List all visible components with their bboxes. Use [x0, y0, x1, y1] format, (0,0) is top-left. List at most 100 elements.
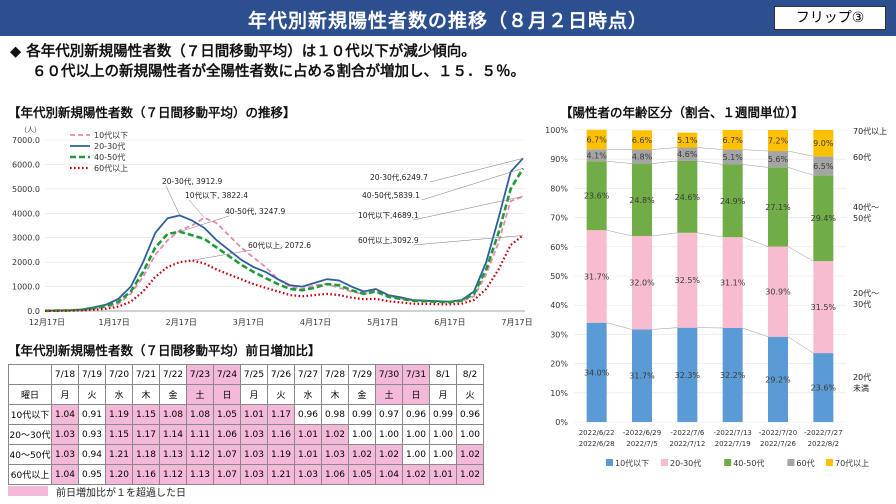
table-row: 曜日月火水木金土日月火水木金土日月火 — [8, 384, 484, 405]
x-tick-label: 4月17日 — [300, 318, 331, 327]
date-header: 7/21 — [132, 364, 160, 385]
ratio-cell: 1.17 — [132, 424, 160, 445]
ratio-cell: 1.20 — [105, 464, 133, 485]
bar-value-label: 30.9% — [765, 288, 791, 297]
side-label: 未満 — [853, 383, 869, 393]
ratio-cell: 1.06 — [321, 464, 349, 485]
bar-segment — [677, 147, 698, 161]
ratio-cell: 1.01 — [294, 444, 322, 465]
annotation-leader — [413, 196, 524, 221]
annotation-label: 20-30代, 3912.9 — [162, 176, 223, 186]
bar-connector — [787, 336, 814, 354]
x-tick-label: 2022/7/12 — [669, 440, 705, 448]
bar-connector — [606, 229, 633, 237]
weekday-header: 水 — [294, 384, 322, 405]
legend-label: 70代以上 — [835, 458, 869, 468]
bar-value-label: 6.7% — [723, 136, 744, 145]
weekday-header: 日 — [402, 384, 430, 405]
bar-segment — [768, 336, 788, 422]
bar-segment — [722, 130, 743, 150]
bar-value-label: 6.7% — [587, 135, 608, 144]
bar-value-label: 4.8% — [632, 153, 653, 162]
bar-value-label: 31.1% — [720, 279, 746, 288]
bar-segment — [586, 230, 607, 323]
ratio-cell: 1.08 — [186, 404, 214, 425]
y-tick-label: 90% — [550, 155, 568, 164]
x-tick-label: 7月17日 — [501, 318, 532, 327]
bar-value-label: 5.6% — [768, 155, 789, 164]
ratio-cell: 0.96 — [402, 404, 430, 425]
weekday-header: 火 — [78, 384, 106, 405]
bar-connector — [606, 160, 633, 164]
table-row: 60代以上 1.04 0.95 1.20 1.16 1.12 1.13 1.07 1.03 1.2… — [8, 464, 484, 485]
y-tick-label: 50% — [550, 272, 568, 281]
bar-connector — [787, 246, 814, 262]
date-header: 7/22 — [159, 364, 187, 385]
ratio-cell: 1.11 — [186, 424, 214, 445]
annotation-leader — [192, 249, 253, 261]
ratio-cell: 1.19 — [267, 444, 295, 465]
bar-connector — [697, 147, 723, 150]
bar-connector — [651, 232, 678, 237]
bar-connector — [651, 327, 678, 330]
annotation-label: 10代以下,4689.1 — [358, 210, 419, 220]
line-chart: （人） 0.0 1000.0 2000.0 3000.0 4000.0 5000.0 6000… — [12, 126, 533, 327]
weekday-header: 水 — [105, 384, 133, 405]
bar-value-label: 29.4% — [811, 214, 837, 223]
weekday-row-header: 曜日 — [8, 384, 52, 405]
bar-connector — [742, 149, 769, 152]
bar-value-label: 6.6% — [632, 136, 653, 145]
annotation-leader — [188, 199, 205, 218]
legend-label: 40-50代 — [94, 152, 125, 162]
ratio-cell: 1.00 — [429, 444, 457, 465]
ratio-cell: 1.07 — [213, 444, 241, 465]
ratio-cell: 0.91 — [78, 404, 106, 425]
bar-value-label: 31.7% — [629, 372, 655, 381]
x-tick-label: -2022/7/13 — [713, 429, 751, 437]
legend-label: 10代以下 — [615, 458, 649, 468]
ratio-cell: 1.02 — [321, 424, 349, 445]
ratio-cell: 0.98 — [321, 404, 349, 425]
bar-value-label: 34.0% — [584, 368, 610, 377]
weekday-header: 金 — [348, 384, 376, 405]
summary-line-2: ６０代以上の新規陽性者が全陽性者数に占める割合が増加し、１５．５％。 — [32, 64, 525, 80]
bar-value-label: 4.6% — [677, 150, 698, 159]
annotation-leader — [165, 185, 181, 216]
ratio-cell: 1.12 — [159, 464, 187, 485]
ratio-table: 7/18 7/19 7/20 7/21 7/22 7/23 7/24 7/25 7/26 7/27… — [8, 364, 484, 485]
bar-value-label: 6.5% — [813, 162, 834, 171]
ratio-cell: 1.18 — [132, 444, 160, 465]
ratio-cell: 1.02 — [375, 444, 403, 465]
ratio-cell: 0.96 — [294, 404, 322, 425]
date-header: 7/30 — [375, 364, 403, 385]
bar-value-label: 32.3% — [675, 371, 701, 380]
ratio-cell: 0.99 — [429, 404, 457, 425]
y-tick-label: 100% — [545, 126, 568, 135]
ratio-cell: 1.21 — [105, 444, 133, 465]
ratio-cell: 1.07 — [213, 464, 241, 485]
date-header: 7/26 — [267, 364, 295, 385]
ratio-cell: 1.13 — [159, 444, 187, 465]
bar-connector — [697, 160, 723, 165]
row-label: 10代以下 — [8, 404, 52, 425]
bar-segment — [677, 132, 698, 148]
bar-segment — [722, 164, 743, 238]
annotation-leader — [421, 168, 524, 201]
bar-segment — [722, 237, 743, 328]
bar-segment — [632, 235, 652, 330]
bar-connector — [742, 327, 769, 337]
date-header: 7/27 — [294, 364, 322, 385]
bar-value-label: 32.5% — [675, 276, 701, 285]
weekday-header: 土 — [375, 384, 403, 405]
ratio-cell: 1.08 — [159, 404, 187, 425]
annotation-leader — [429, 158, 524, 183]
date-header: 7/19 — [78, 364, 106, 385]
y-axis-unit: （人） — [20, 126, 41, 134]
ratio-cell: 1.21 — [267, 464, 295, 485]
ratio-cell: 1.00 — [402, 444, 430, 465]
ratio-cell: 1.16 — [132, 464, 160, 485]
annotation-label: 40-50代, 3247.9 — [225, 206, 286, 216]
weekday-header: 月 — [51, 384, 79, 405]
bar-value-label: 5.1% — [723, 153, 744, 162]
y-tick-label: 80% — [550, 184, 568, 193]
